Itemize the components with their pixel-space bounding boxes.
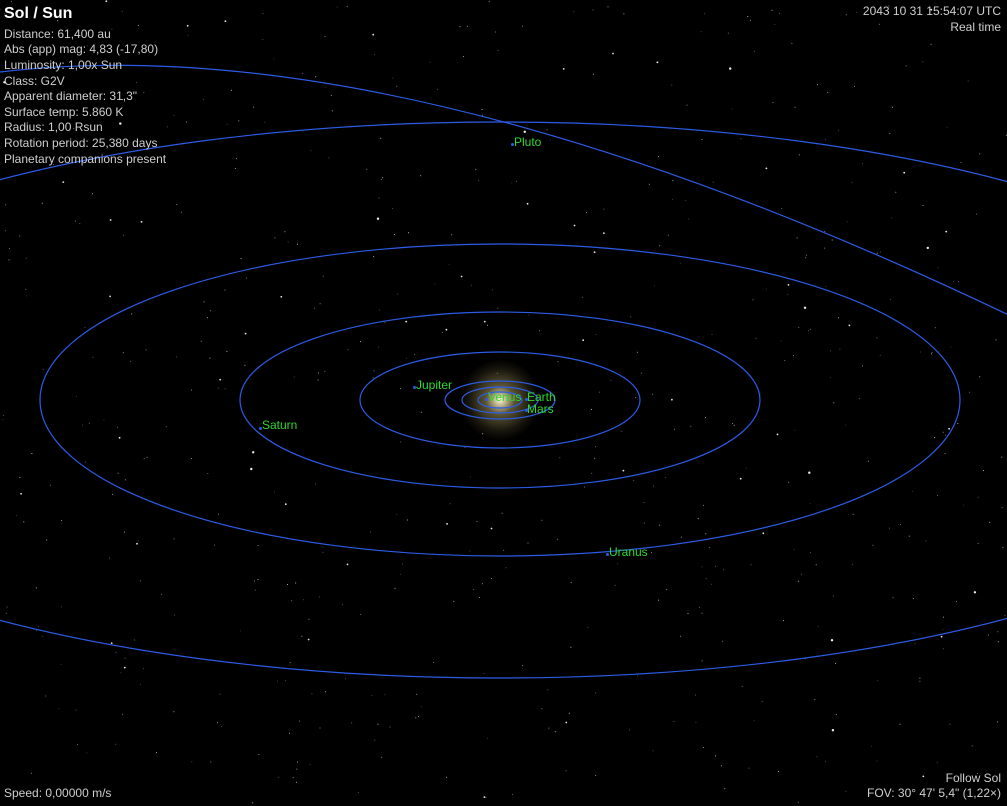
- hud-speed: Speed: 0,00000 m/s: [4, 786, 111, 802]
- planet-dot-pluto[interactable]: [511, 143, 514, 146]
- planet-label-pluto[interactable]: Pluto: [514, 135, 541, 149]
- info-line: Surface temp: 5.860 K: [4, 105, 166, 121]
- info-line: Distance: 61,400 au: [4, 27, 166, 43]
- planet-dot-jupiter[interactable]: [413, 386, 416, 389]
- earth-orbit: [462, 387, 538, 413]
- uranus-orbit: [40, 244, 960, 556]
- info-line: Rotation period: 25,380 days: [4, 136, 166, 152]
- speed-display: Speed: 0,00000 m/s: [4, 786, 111, 802]
- datetime-display: 2043 10 31 15:54:07 UTC: [863, 4, 1001, 20]
- mars-orbit: [445, 381, 555, 419]
- space-viewport[interactable]: Venus EarthMars Jupiter Saturn Uranus Pluto S…: [0, 0, 1007, 806]
- hud-time: 2043 10 31 15:54:07 UTC Real time: [863, 4, 1001, 35]
- planet-label-jupiter[interactable]: Jupiter: [416, 378, 452, 392]
- planet-dot-saturn[interactable]: [259, 427, 262, 430]
- hud-view: Follow Sol FOV: 30° 47' 5,4" (1,22×): [867, 771, 1001, 802]
- info-line: Radius: 1,00 Rsun: [4, 120, 166, 136]
- planet-label-mars[interactable]: Mars: [527, 402, 554, 416]
- fov-display: FOV: 30° 47' 5,4" (1,22×): [867, 786, 1001, 802]
- planet-dot-venus[interactable]: [485, 398, 488, 401]
- neptune-orbit: [0, 122, 1007, 678]
- info-line: Abs (app) mag: 4,83 (-17,80): [4, 42, 166, 58]
- info-line: Planetary companions present: [4, 152, 166, 168]
- follow-display: Follow Sol: [867, 771, 1001, 787]
- hud-object-info: Sol / Sun Distance: 61,400 au Abs (app) …: [4, 4, 166, 167]
- planet-dot-earth[interactable]: [525, 398, 528, 401]
- venus-orbit: [478, 392, 522, 408]
- saturn-orbit: [240, 312, 760, 488]
- info-line: Luminosity: 1,00x Sun: [4, 58, 166, 74]
- jupiter-orbit: [360, 352, 640, 448]
- info-line: Apparent diameter: 31,3": [4, 89, 166, 105]
- starfield: [0, 0, 1007, 806]
- planet-label-saturn[interactable]: Saturn: [262, 418, 297, 432]
- planet-dot-uranus[interactable]: [606, 553, 609, 556]
- info-line: Class: G2V: [4, 74, 166, 90]
- pluto-orbit: [0, 65, 1007, 360]
- sun-glow: [460, 360, 540, 440]
- planet-label-earth[interactable]: Earth: [527, 390, 556, 404]
- time-mode-display: Real time: [863, 20, 1001, 36]
- object-title: Sol / Sun: [4, 4, 166, 25]
- planet-dot-mars[interactable]: [525, 409, 528, 412]
- planet-label-venus[interactable]: Venus: [488, 390, 521, 404]
- orbit-layer: [0, 0, 1007, 806]
- planet-label-uranus[interactable]: Uranus: [609, 545, 648, 559]
